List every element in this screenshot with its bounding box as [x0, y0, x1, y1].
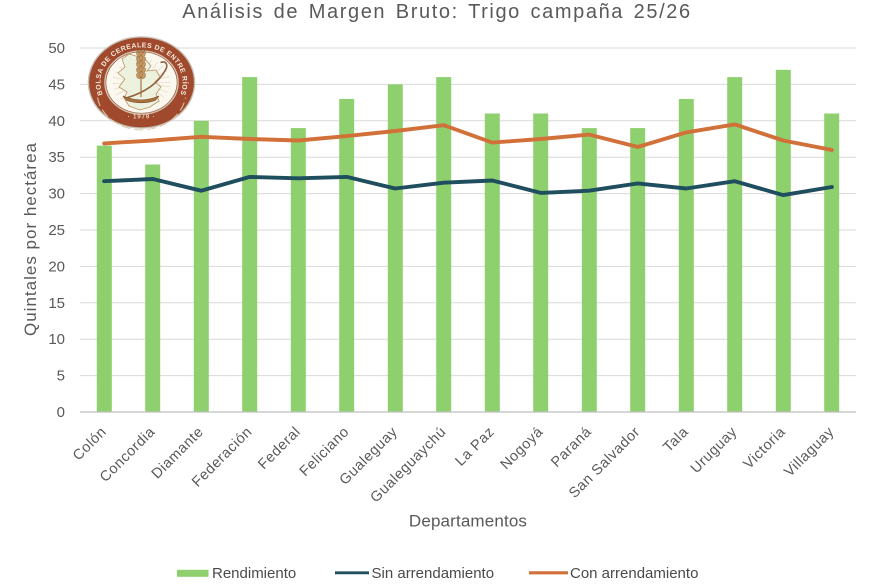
svg-text:25: 25 [48, 222, 65, 239]
svg-text:0: 0 [57, 404, 65, 421]
svg-text:20: 20 [48, 258, 65, 275]
svg-text:35: 35 [48, 149, 65, 166]
svg-text:30: 30 [48, 186, 65, 203]
svg-text:Departamentos: Departamentos [409, 512, 527, 531]
svg-text:45: 45 [48, 76, 65, 93]
svg-text:40: 40 [48, 113, 65, 130]
svg-text:10: 10 [48, 331, 65, 348]
svg-text:Análisis de Margen Bruto: Trig: Análisis de Margen Bruto: Trigo campaña … [182, 1, 691, 23]
svg-text:Con arrendamiento: Con arrendamiento [570, 565, 698, 580]
svg-text:15: 15 [48, 295, 65, 312]
svg-text:Quintales por hectárea: Quintales por hectárea [21, 142, 40, 336]
svg-text:· 1979 ·: · 1979 · [128, 114, 156, 121]
svg-text:Sin arrendamiento: Sin arrendamiento [372, 565, 495, 580]
svg-text:Rendimiento: Rendimiento [212, 565, 296, 580]
svg-text:5: 5 [57, 368, 65, 385]
svg-text:50: 50 [48, 40, 65, 57]
